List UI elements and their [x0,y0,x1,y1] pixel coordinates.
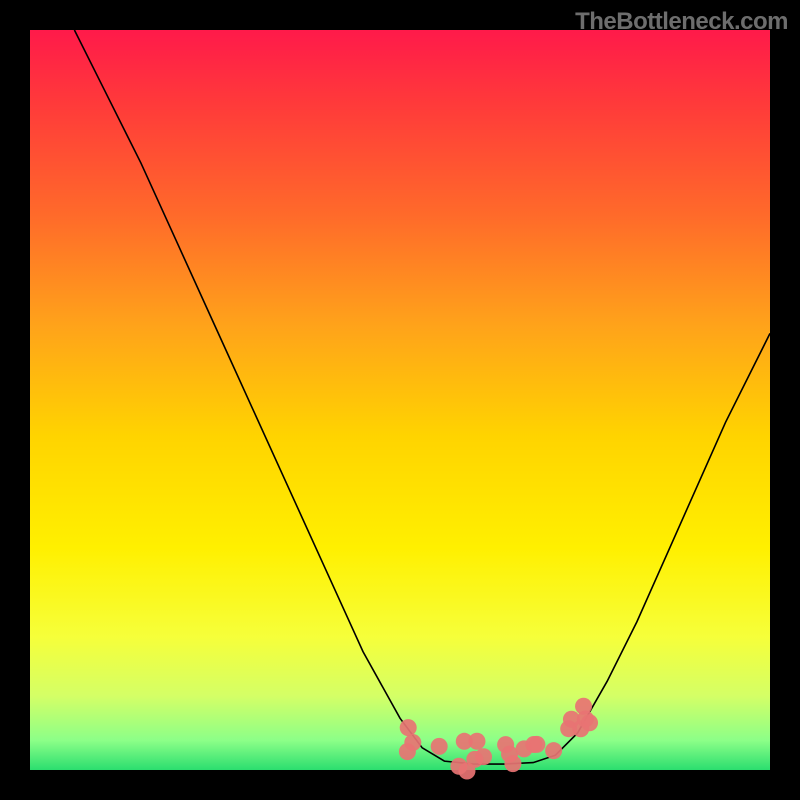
marker-dot [431,738,448,755]
marker-dot [575,698,592,715]
marker-dot [400,719,417,736]
chart-border [770,0,800,800]
chart-border [0,0,30,800]
marker-dot [404,734,421,751]
chart-border [0,770,800,800]
marker-dot [581,714,598,731]
watermark-text: TheBottleneck.com [575,8,788,36]
plot-background [30,30,770,770]
marker-dot [525,736,542,753]
marker-dot [466,751,483,768]
bottleneck-chart [0,0,800,800]
marker-dot [468,733,485,750]
chart-container: TheBottleneck.com [0,0,800,800]
marker-dot [545,742,562,759]
marker-dot [497,736,514,753]
